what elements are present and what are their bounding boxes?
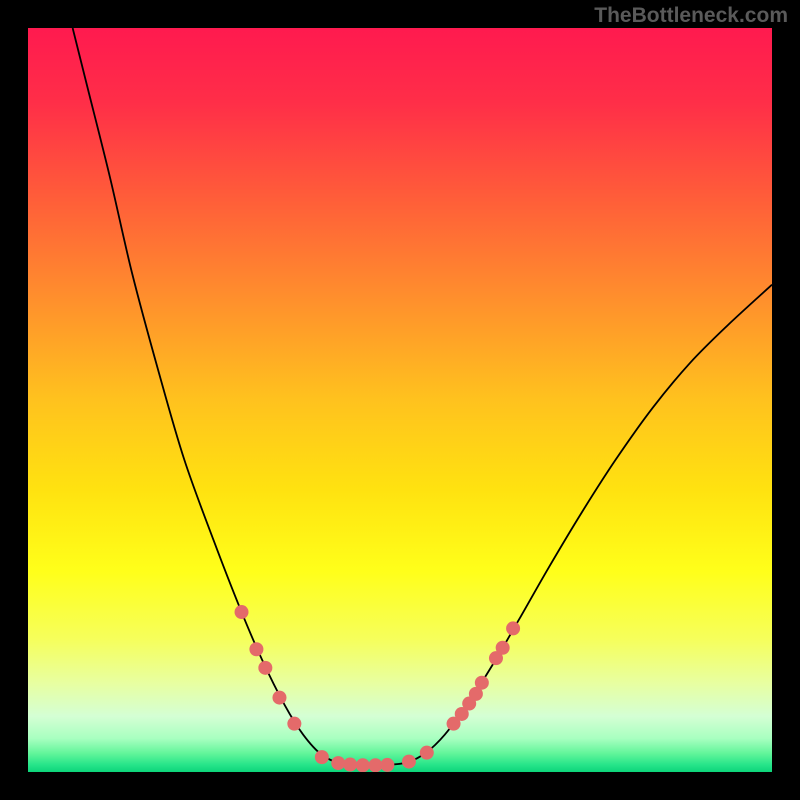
data-marker [380, 758, 394, 772]
data-marker [272, 691, 286, 705]
data-marker [343, 758, 357, 772]
data-marker [315, 750, 329, 764]
data-marker [331, 756, 345, 770]
bottleneck-chart [28, 28, 772, 772]
chart-stage: TheBottleneck.com [0, 0, 800, 800]
data-marker [249, 642, 263, 656]
data-marker [258, 661, 272, 675]
data-marker [475, 676, 489, 690]
data-marker [496, 641, 510, 655]
data-marker [287, 717, 301, 731]
watermark-text: TheBottleneck.com [594, 4, 788, 28]
plot-background [28, 28, 772, 772]
data-marker [235, 605, 249, 619]
data-marker [356, 758, 370, 772]
data-marker [420, 746, 434, 760]
data-marker [368, 758, 382, 772]
data-marker [402, 755, 416, 769]
data-marker [506, 621, 520, 635]
